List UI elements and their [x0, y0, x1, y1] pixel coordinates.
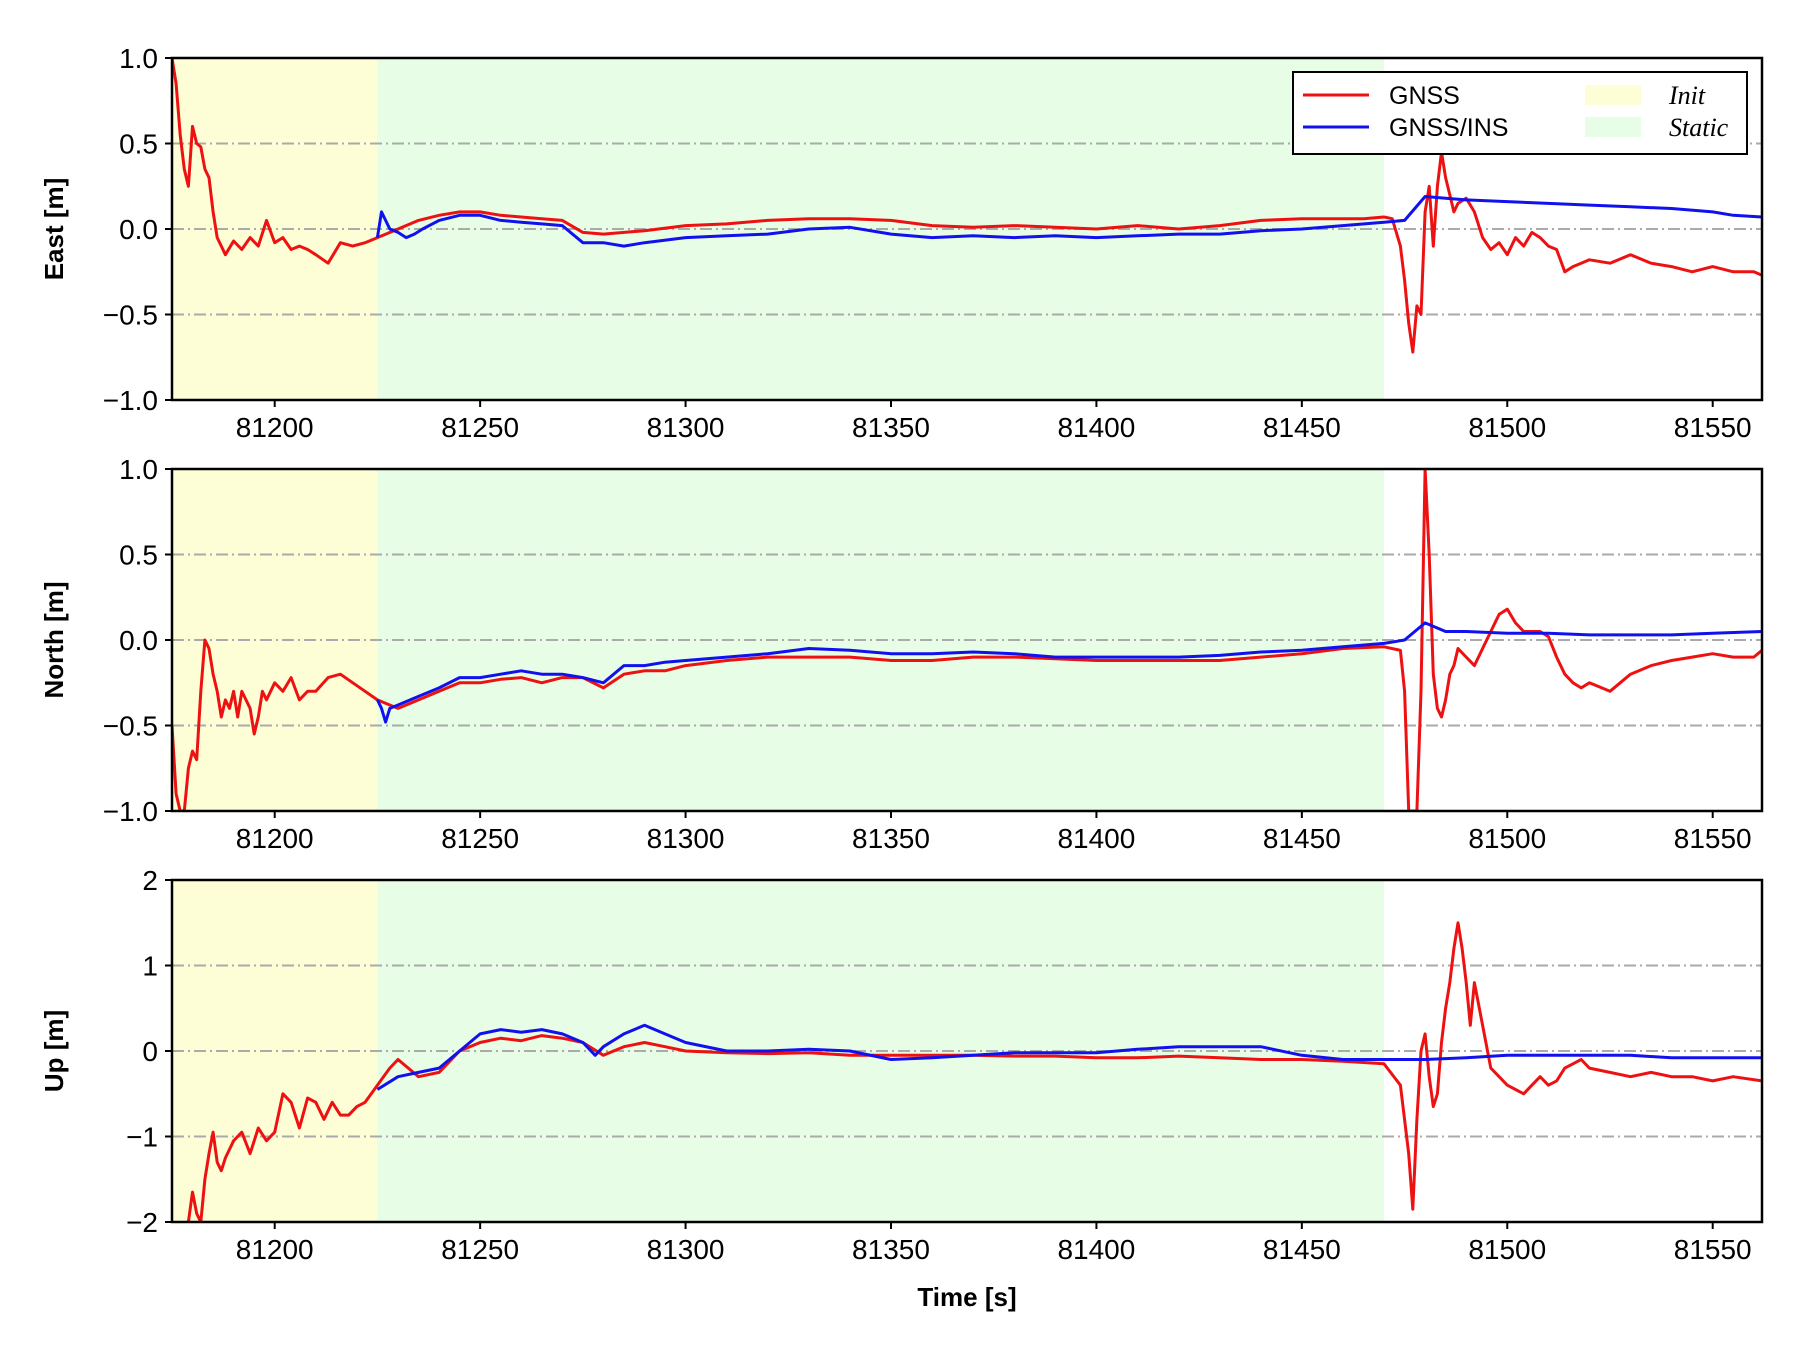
x-tick-label: 81400	[1057, 1234, 1135, 1265]
x-tick-label: 81300	[647, 412, 725, 443]
legend-label: Static	[1669, 113, 1729, 142]
legend-swatch	[1585, 117, 1641, 137]
x-tick-label: 81200	[236, 412, 314, 443]
x-tick-label: 81450	[1263, 412, 1341, 443]
x-tick-label: 81350	[852, 412, 930, 443]
legend-label: Init	[1668, 81, 1706, 110]
x-tick-label: 81550	[1674, 823, 1752, 854]
y-axis-label: Up [m]	[39, 1010, 69, 1092]
panel-3: 81200 81250 81300 81350 81400 81450 81500 81550…	[39, 865, 1764, 1312]
y-axis-label: East [m]	[39, 178, 69, 281]
x-tick-label: 81250	[441, 412, 519, 443]
x-tick-label: 81500	[1468, 1234, 1546, 1265]
x-tick-label: 81450	[1263, 823, 1341, 854]
x-tick-label: 81500	[1468, 823, 1546, 854]
x-tick-label: 81200	[236, 1234, 314, 1265]
series-gnss	[172, 58, 1762, 354]
y-tick-label: −0.5	[103, 300, 158, 331]
y-tick-label: −1.0	[103, 796, 158, 827]
x-tick-label: 81500	[1468, 412, 1546, 443]
y-tick-label: 0.0	[119, 625, 158, 656]
x-tick-label: 81350	[852, 1234, 930, 1265]
y-tick-label: −1	[126, 1122, 158, 1153]
legend: GNSS Init GNSS/INS Static	[1292, 71, 1748, 155]
y-tick-label: −2	[126, 1207, 158, 1238]
x-tick-label: 81450	[1263, 1234, 1341, 1265]
y-tick-label: 1.0	[119, 454, 158, 485]
x-tick-label: 81250	[441, 1234, 519, 1265]
legend-box	[1292, 71, 1748, 155]
y-tick-label: −1.0	[103, 385, 158, 416]
panel-2: 81200 81250 81300 81350 81400 81450 81500 81550…	[39, 454, 1764, 854]
y-tick-label: 0.5	[119, 540, 158, 571]
legend-label: GNSS/INS	[1389, 114, 1508, 142]
x-tick-label: 81300	[647, 1234, 725, 1265]
y-tick-label: 1.0	[119, 43, 158, 74]
x-tick-label: 81300	[647, 823, 725, 854]
y-tick-label: 1	[142, 951, 158, 982]
x-tick-label: 81250	[441, 823, 519, 854]
x-tick-label: 81550	[1674, 1234, 1752, 1265]
series-gnss-ins	[375, 195, 1762, 248]
x-tick-label: 81400	[1057, 412, 1135, 443]
x-tick-label: 81200	[236, 823, 314, 854]
series-gnss-ins	[376, 621, 1762, 724]
x-tick-label: 81400	[1057, 823, 1135, 854]
y-tick-label: 0.0	[119, 214, 158, 245]
x-tick-label: 81350	[852, 823, 930, 854]
y-tick-label: 0	[142, 1036, 158, 1067]
y-tick-label: 2	[142, 865, 158, 896]
legend-swatch	[1585, 85, 1641, 105]
series-gnss-ins	[376, 1023, 1762, 1091]
y-axis-label: North [m]	[39, 582, 69, 699]
legend-label: GNSS	[1389, 82, 1460, 110]
panel-1: 81200 81250 81300 81350 81400 81450 81500 81550…	[39, 43, 1764, 443]
x-axis-label: Time [s]	[917, 1282, 1016, 1312]
y-tick-label: 0.5	[119, 129, 158, 160]
series-gnss	[172, 469, 1762, 811]
y-tick-label: −0.5	[103, 711, 158, 742]
x-tick-label: 81550	[1674, 412, 1752, 443]
